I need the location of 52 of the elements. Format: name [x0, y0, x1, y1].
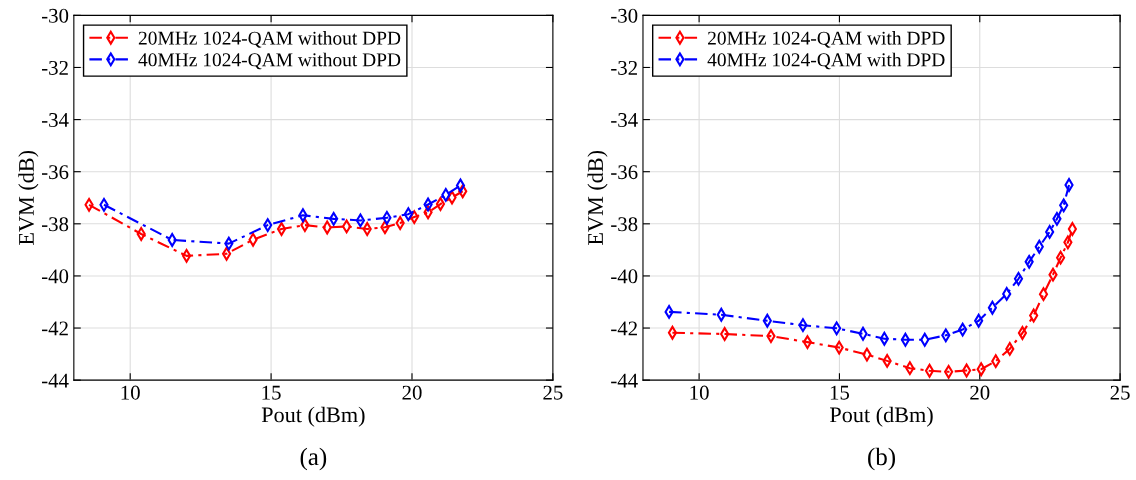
y-tick-label: -34 [41, 113, 69, 128]
point [395, 216, 405, 230]
legend-label: 20MHz 1024-QAM without DPD [138, 31, 401, 48]
point [409, 210, 419, 224]
x-axis-title: Pout (dBm) [830, 406, 933, 427]
y-axis-title: EVM (dB) [18, 150, 39, 245]
y-tick-label: -38 [611, 217, 638, 232]
point [1017, 326, 1027, 340]
y-tick-label: -30 [41, 8, 69, 23]
legend-label: 40MHz 1024-QAM with DPD [707, 52, 945, 70]
point [167, 233, 177, 247]
y-tick-label: -44 [41, 373, 69, 388]
x-tick-label: 25 [1110, 385, 1130, 400]
point [455, 178, 466, 193]
x-tick-label: 20 [402, 385, 422, 400]
point [802, 335, 813, 350]
text: (a) [300, 447, 327, 471]
point [276, 222, 287, 236]
y-tick-label: -36 [611, 165, 638, 180]
x-tick-label: 10 [690, 385, 709, 400]
point [924, 363, 935, 378]
y-tick-label: -30 [611, 8, 638, 23]
y-tick-label: -34 [611, 113, 638, 128]
point [435, 197, 446, 211]
legend-label: 40MHz 1024-QAM without DPD [138, 52, 401, 70]
x-tick-label: 15 [262, 385, 281, 400]
point [1038, 287, 1049, 302]
text: (b) [868, 447, 896, 471]
y-tick-label: -44 [611, 373, 638, 388]
x-axis-title: Pout (dBm) [261, 406, 365, 427]
point [1067, 222, 1077, 236]
y-tick-label: -42 [611, 321, 637, 336]
x-tick-label: 25 [543, 385, 563, 400]
y-axis-title: EVM (dB) [587, 150, 608, 245]
point [136, 227, 146, 241]
point [181, 248, 192, 263]
y-tick-label: -32 [41, 60, 68, 75]
y-tick-label: -32 [611, 60, 637, 75]
x-tick-label: 10 [121, 385, 140, 400]
point [362, 222, 372, 236]
x-tick-label: 15 [830, 385, 850, 400]
y-tick-label: -40 [41, 269, 69, 284]
y-tick-label: -38 [41, 217, 69, 232]
point [667, 325, 678, 340]
y-tick-label: -40 [611, 269, 638, 284]
x-tick-label: 20 [970, 385, 990, 400]
point [720, 327, 730, 341]
legend-label: 20MHz 1024-QAM with DPD [708, 31, 945, 48]
y-tick-label: -42 [41, 321, 68, 336]
point [1064, 178, 1074, 192]
y-tick-label: -36 [41, 165, 69, 180]
point [1013, 271, 1024, 286]
